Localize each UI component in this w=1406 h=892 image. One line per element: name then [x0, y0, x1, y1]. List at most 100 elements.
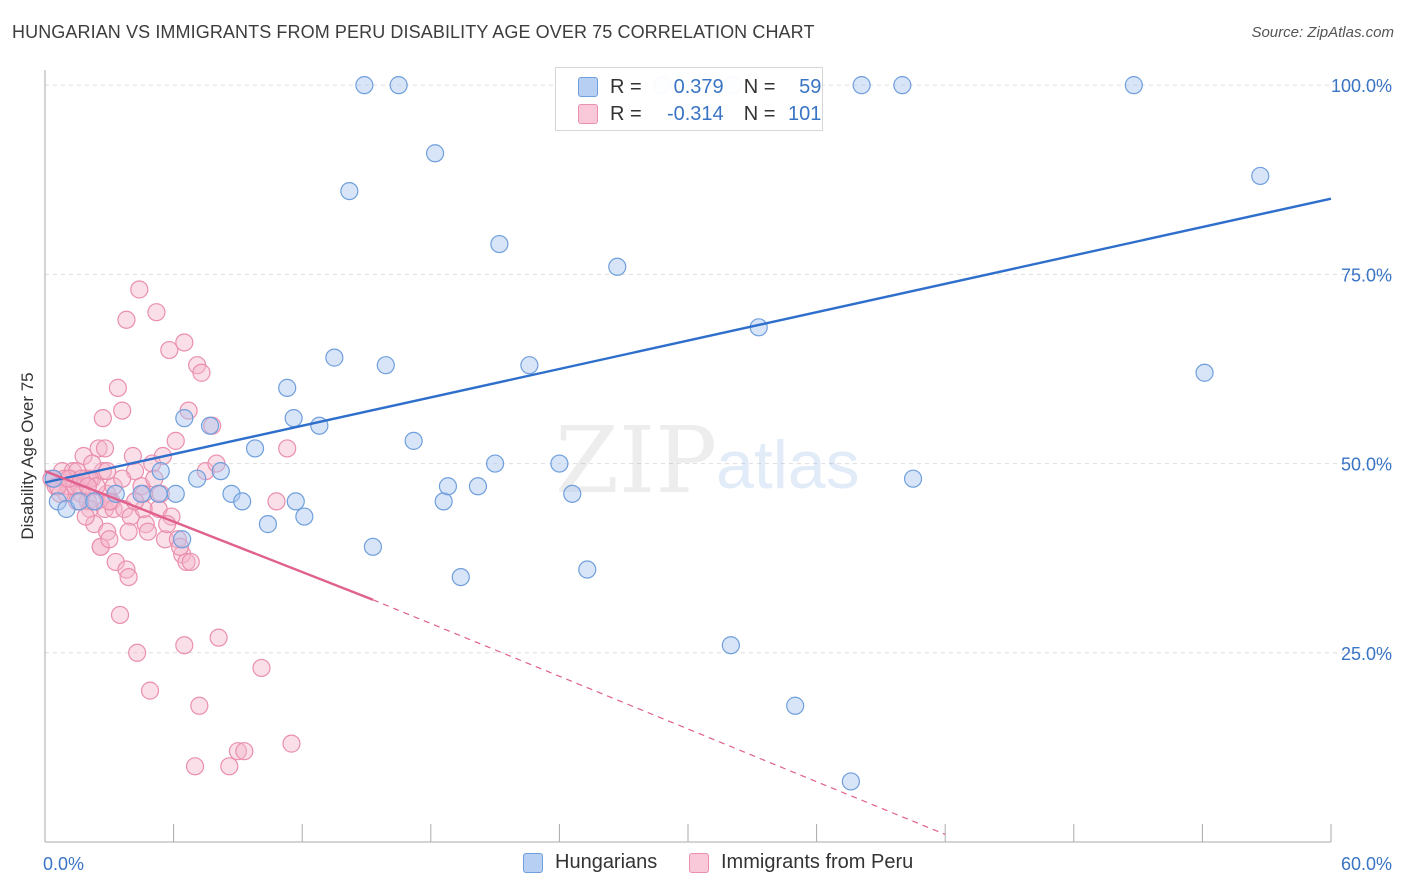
hungarian-point: [70, 492, 89, 511]
x-tick-label: 0.0%: [43, 854, 84, 874]
peru-point: [170, 537, 190, 556]
hungarian-trend-line: [44, 197, 1332, 484]
hungarian-point: [490, 234, 509, 254]
legend-r-label: R =: [610, 75, 642, 98]
hungarian-point: [550, 454, 569, 473]
legend-swatch-blue: [578, 77, 598, 97]
peru-point: [76, 507, 95, 526]
legend-n-value: 59: [799, 75, 822, 98]
hungarian-point: [438, 477, 458, 496]
peru-point: [128, 643, 147, 662]
peru-point: [119, 522, 138, 541]
hungarian-points: [44, 76, 1270, 791]
peru-point: [98, 522, 117, 541]
legend-row-hungarians: R = 0.379 N = 59: [556, 73, 821, 101]
chart-title: HUNGARIAN VS IMMIGRANTS FROM PERU DISABI…: [12, 22, 815, 42]
peru-point: [83, 454, 102, 473]
peru-point: [110, 605, 130, 625]
hungarian-point: [1124, 76, 1143, 95]
hungarian-point: [1251, 166, 1270, 186]
source-label: Source: ZipAtlas.com: [1251, 24, 1394, 41]
hungarian-point: [578, 560, 597, 579]
y-tick-label: 100.0%: [1331, 76, 1392, 96]
hungarian-point: [389, 76, 408, 95]
hungarian-point: [852, 76, 871, 95]
peru-point: [190, 696, 209, 715]
peru-point: [147, 303, 166, 322]
peru-point: [130, 280, 149, 299]
peru-point: [252, 658, 271, 678]
hungarian-point: [211, 462, 230, 481]
y-tick-labels: 25.0% 50.0% 75.0% 100.0%: [1331, 76, 1392, 664]
peru-trend-extension: [372, 599, 946, 835]
series-swatch-blue: [523, 852, 543, 873]
hungarian-point: [425, 144, 445, 163]
peru-point: [228, 742, 247, 761]
peru-point: [145, 469, 164, 488]
series-legend-peru: Immigrants from Peru: [689, 851, 913, 874]
x-tick-labels: 0.0% 60.0%: [43, 854, 1392, 874]
hungarian-point: [325, 348, 344, 367]
correlation-legend: R = 0.379 N = 59 R = -0.314 N = 101: [555, 67, 823, 131]
peru-point: [108, 378, 127, 397]
y-axis-label: Disability Age Over 75: [18, 372, 37, 539]
peru-point: [185, 757, 205, 776]
peru-point: [93, 409, 112, 428]
y-tick-label: 75.0%: [1341, 265, 1392, 285]
hungarian-point: [721, 636, 740, 655]
legend-n-label: N =: [743, 102, 776, 125]
peru-trend-line: [44, 470, 374, 601]
axes: [44, 70, 1332, 843]
hungarian-point: [563, 484, 582, 503]
peru-point: [117, 310, 136, 329]
hungarian-point: [85, 492, 104, 511]
hungarian-point: [363, 537, 383, 556]
peru-point: [166, 431, 185, 450]
series-swatch-pink: [689, 852, 709, 873]
hungarian-point: [151, 462, 170, 481]
hungarian-point: [295, 507, 314, 526]
hungarian-point: [175, 409, 194, 428]
hungarian-point: [149, 484, 168, 503]
hungarian-point: [893, 76, 912, 95]
peru-point: [192, 363, 211, 382]
hungarian-point: [434, 492, 453, 511]
hungarian-point: [245, 439, 265, 458]
y-tick-label: 25.0%: [1341, 644, 1392, 664]
watermark-atlas: atlas: [716, 427, 860, 503]
hungarian-point: [376, 356, 395, 375]
series-name-hungarians: Hungarians: [555, 851, 658, 873]
hungarian-point: [355, 76, 374, 95]
peru-point: [136, 515, 155, 534]
hungarian-point: [258, 515, 278, 534]
peru-point: [113, 469, 132, 488]
grid-lines: [45, 84, 1392, 654]
peru-point: [100, 530, 119, 549]
peru-point: [235, 742, 254, 761]
hungarian-point: [903, 469, 923, 488]
series-name-peru: Immigrants from Peru: [721, 851, 914, 873]
legend-r-value: -0.314: [666, 102, 724, 125]
hungarian-point: [340, 181, 359, 201]
hungarian-point: [608, 257, 627, 276]
peru-point: [209, 628, 228, 647]
hungarian-point: [200, 416, 220, 435]
x-tick-label: 60.0%: [1341, 854, 1392, 874]
peru-point: [140, 681, 160, 700]
hungarian-point: [404, 431, 423, 450]
hungarian-point: [786, 696, 805, 715]
hungarian-point: [188, 469, 207, 488]
hungarian-point: [166, 484, 185, 503]
peru-point: [282, 734, 301, 753]
legend-n-value: 101: [788, 102, 822, 125]
hungarian-point: [278, 378, 297, 397]
hungarian-point: [451, 567, 470, 587]
peru-point: [220, 757, 239, 776]
hungarian-point: [132, 484, 151, 503]
peru-point: [181, 552, 200, 572]
legend-r-label: R =: [610, 102, 642, 125]
peru-point: [113, 401, 132, 420]
y-tick-label: 50.0%: [1341, 455, 1392, 475]
watermark: ZIP atlas: [555, 407, 860, 514]
